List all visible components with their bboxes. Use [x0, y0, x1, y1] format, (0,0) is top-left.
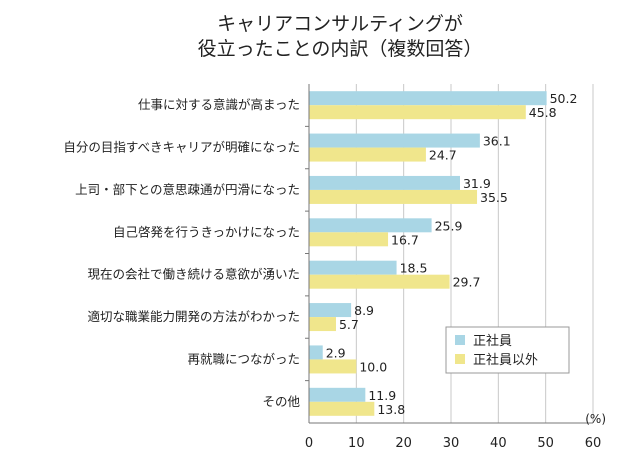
category-label-2: 上司・部下との意思疎通が円滑になった [75, 182, 300, 197]
value-label-1-5: 5.7 [339, 317, 359, 332]
bar-1-7 [309, 401, 375, 416]
x-tick-label-60: 60 [585, 436, 602, 451]
bar-1-3 [309, 232, 389, 247]
bar-1-4 [309, 274, 450, 289]
legend: 正社員 正社員以外 [445, 326, 570, 374]
value-label-0-7: 11.9 [368, 388, 396, 403]
x-tick-label-50: 50 [537, 436, 554, 451]
bars: 50.245.8 36.1 24.7 31.935.5 25.9 16.7 18.5 29.7… [309, 91, 577, 417]
bar-1-2 [309, 189, 478, 204]
bar-1-0 [309, 105, 526, 120]
value-label-0-6: 2.9 [326, 345, 346, 360]
value-label-0-2: 31.9 [463, 176, 491, 191]
bar-0-1 [309, 133, 480, 148]
value-label-1-1: 24.7 [429, 148, 457, 163]
value-label-1-6: 10.0 [359, 359, 387, 374]
x-tick-label-0: 0 [305, 436, 313, 451]
value-label-1-2: 35.5 [480, 190, 508, 205]
chart-title-line-2: 役立ったことの内訳（複数回答） [198, 38, 483, 60]
category-label-7: その他 [262, 394, 300, 409]
value-label-1-0: 45.8 [529, 105, 557, 120]
bar-0-5 [309, 303, 352, 318]
category-label-4: 現在の会社で働き続ける意欲が湧いた [87, 267, 300, 282]
bar-0-3 [309, 218, 432, 233]
legend-swatch-seishain [455, 335, 465, 345]
bar-1-6 [309, 359, 357, 374]
bar-0-0 [309, 91, 547, 106]
x-tick-label-20: 20 [395, 436, 412, 451]
value-label-1-7: 13.8 [377, 402, 405, 417]
value-label-0-4: 18.5 [400, 261, 428, 276]
legend-box [445, 326, 570, 374]
value-label-0-5: 8.9 [354, 303, 374, 318]
category-label-0: 仕事に対する意識が高まった [138, 97, 300, 112]
value-label-0-1: 36.1 [483, 134, 511, 149]
value-label-0-0: 50.2 [550, 91, 578, 106]
x-axis: 0 10 20 30 40 50 60 [305, 84, 601, 451]
category-labels: 仕事に対する意識が高まった自分の目指すべきキャリアが明確になった上司・部下との意… [63, 97, 300, 409]
bar-1-5 [309, 317, 336, 332]
category-label-6: 再就職につながった [187, 351, 300, 366]
bar-0-2 [309, 175, 460, 190]
value-label-1-4: 29.7 [453, 275, 481, 290]
value-label-1-3: 16.7 [391, 232, 419, 247]
legend-label-seishain: 正社員 [473, 333, 512, 349]
category-label-1: 自分の目指すべきキャリアが明確になった [63, 140, 300, 155]
legend-swatch-seishain-igai [455, 354, 465, 364]
x-axis-unit: (%) [585, 412, 606, 426]
x-tick-label-10: 10 [348, 436, 365, 451]
category-label-5: 適切な職業能力開発の方法がわかった [87, 309, 300, 324]
bar-1-1 [309, 147, 426, 162]
bar-0-4 [309, 260, 397, 275]
value-label-0-3: 25.9 [435, 218, 463, 233]
x-tick-label-30: 30 [443, 436, 460, 451]
chart-title-line-1: キャリアコンサルティングが [217, 13, 463, 35]
x-tick-label-40: 40 [490, 436, 507, 451]
bar-0-6 [309, 345, 323, 360]
bar-0-7 [309, 387, 366, 402]
category-label-3: 自己啓発を行うきっかけになった [113, 224, 300, 239]
legend-label-seishain-igai: 正社員以外 [473, 352, 538, 368]
